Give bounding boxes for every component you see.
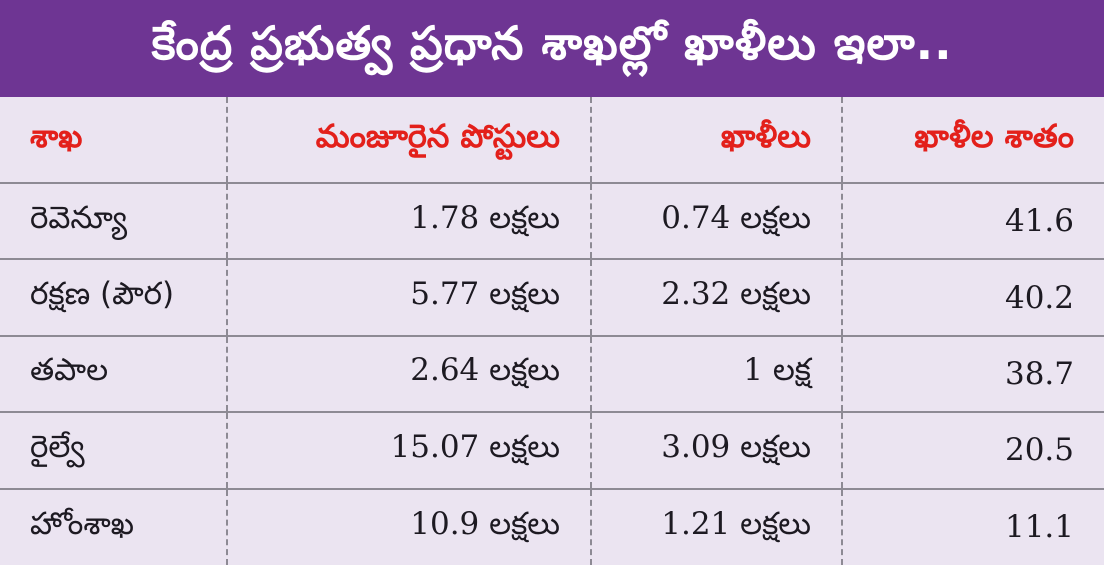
- column-header-vacancy-percent: ఖాళీల శాతం: [841, 97, 1104, 184]
- cell-vacancies: 3.09 లక్షలు: [590, 412, 842, 490]
- table-row: తపాల 2.64 లక్షలు 1 లక్ష 38.7: [0, 335, 1104, 414]
- cell-department: రక్షణ (పౌర): [0, 259, 227, 337]
- cell-vacancy-percent: 38.7: [841, 335, 1104, 414]
- cell-vacancies: 2.32 లక్షలు: [590, 259, 842, 337]
- cell-sanctioned-posts: 1.78 లక్షలు: [226, 183, 591, 261]
- cell-vacancy-percent: 20.5: [841, 412, 1104, 490]
- cell-vacancy-percent: 40.2: [841, 259, 1104, 337]
- column-header-sanctioned-posts: మంజూరైన పోస్టులు: [226, 97, 591, 184]
- cell-department: రెవెన్యూ: [0, 183, 227, 261]
- table-header-row: శాఖ మంజూరైన పోస్టులు ఖాళీలు ఖాళీల శాతం: [0, 97, 1104, 184]
- cell-sanctioned-posts: 2.64 లక్షలు: [226, 335, 591, 414]
- table-row: రెవెన్యూ 1.78 లక్షలు 0.74 లక్షలు 41.6: [0, 183, 1104, 261]
- cell-department: హోంశాఖ: [30, 505, 135, 542]
- column-header-vacancies: ఖాళీలు: [590, 97, 842, 184]
- cell-vacancies: 1 లక్ష: [590, 335, 842, 414]
- chart-title: కేంద్ర ప్రభుత్వ ప్రధాన శాఖల్లో ఖాళీలు ఇల…: [0, 0, 1104, 97]
- cell-department: తపాల: [0, 335, 227, 414]
- cell-sanctioned-posts: 15.07 లక్షలు: [226, 412, 591, 490]
- table-row: రైల్వే 15.07 లక్షలు 3.09 లక్షలు 20.5: [0, 412, 1104, 490]
- table-row: హోంశాఖ 10.9 లక్షలు 1.21 లక్షలు 11.1: [0, 488, 1104, 565]
- cell-sanctioned-posts: 10.9 లక్షలు: [226, 488, 591, 565]
- cell-vacancy-percent: 11.1: [841, 488, 1104, 565]
- table-body: రెవెన్యూ 1.78 లక్షలు 0.74 లక్షలు 41.6 రక్షణ …: [0, 183, 1104, 565]
- table-row: రక్షణ (పౌర) 5.77 లక్షలు 2.32 లక్షలు 40.2: [0, 259, 1104, 337]
- cell-vacancies: 1.21 లక్షలు: [590, 488, 842, 565]
- column-header-department: శాఖ: [0, 97, 227, 184]
- cell-vacancy-percent: 41.6: [841, 183, 1104, 261]
- cell-department: రైల్వే: [0, 412, 227, 490]
- vacancies-table: శాఖ మంజూరైన పోస్టులు ఖాళీలు ఖాళీల శాతం ర…: [0, 97, 1104, 565]
- cell-sanctioned-posts: 5.77 లక్షలు: [226, 259, 591, 337]
- cell-vacancies: 0.74 లక్షలు: [590, 183, 842, 261]
